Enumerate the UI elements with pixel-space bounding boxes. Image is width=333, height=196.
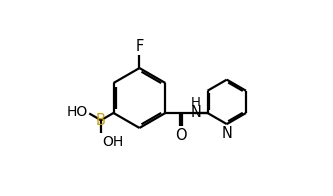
Text: N: N xyxy=(190,105,201,120)
Text: H: H xyxy=(191,96,201,109)
Text: B: B xyxy=(96,113,106,128)
Text: O: O xyxy=(174,128,186,143)
Text: HO: HO xyxy=(67,105,88,120)
Text: F: F xyxy=(135,39,144,54)
Text: N: N xyxy=(221,126,232,141)
Text: OH: OH xyxy=(102,135,123,149)
